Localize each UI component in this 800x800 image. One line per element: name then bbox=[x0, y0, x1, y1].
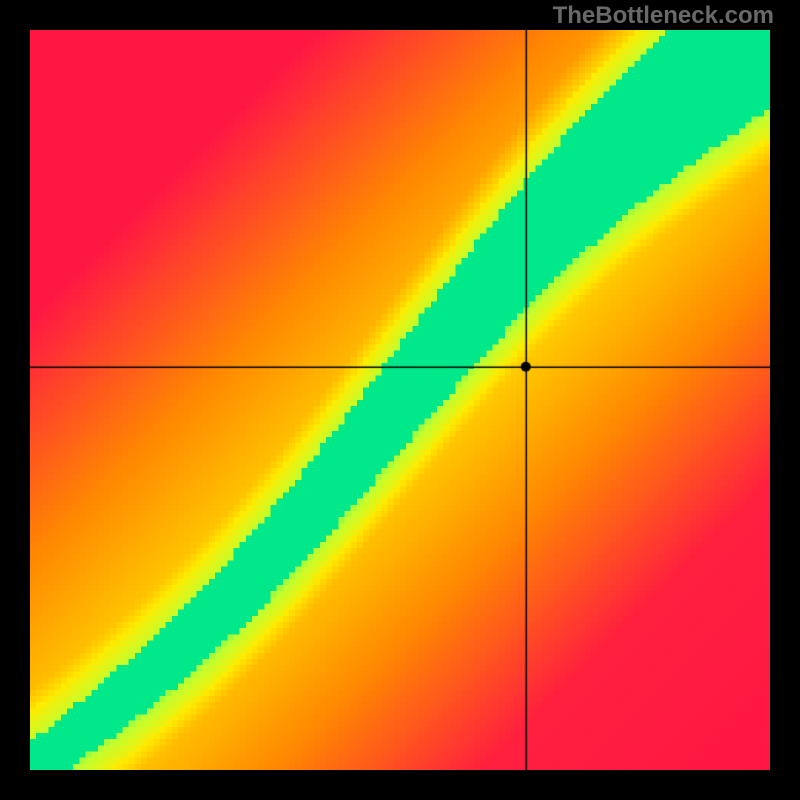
chart-container: TheBottleneck.com bbox=[0, 0, 800, 800]
bottleneck-heatmap bbox=[30, 30, 770, 770]
watermark-text: TheBottleneck.com bbox=[553, 2, 774, 30]
